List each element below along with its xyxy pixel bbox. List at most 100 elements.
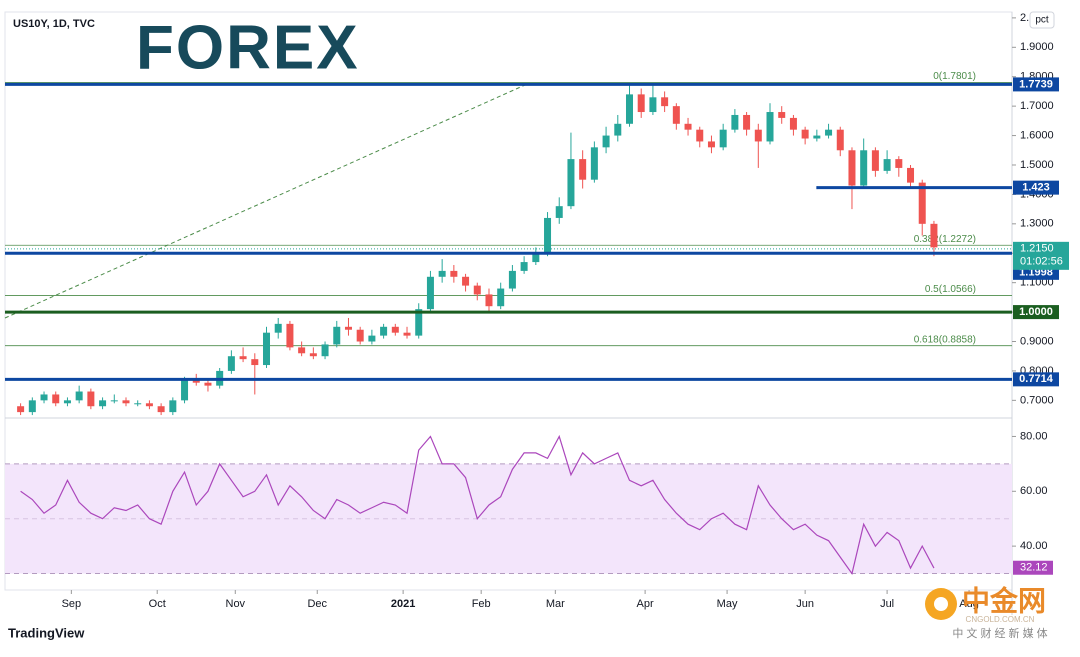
x-tick-label: Jul: [880, 598, 894, 610]
candle-body: [625, 94, 633, 124]
candle-body: [227, 356, 235, 371]
fib-label: 0.382(1.2272): [914, 234, 976, 245]
candle-body: [485, 294, 493, 307]
rsi-tick-label: 80.00: [1020, 430, 1048, 442]
candle-body: [871, 150, 879, 171]
rsi-tick-label: 60.00: [1020, 485, 1048, 497]
candle-body: [555, 206, 563, 218]
candle-body: [309, 353, 317, 357]
candle-body: [567, 159, 575, 207]
candle-body: [754, 129, 762, 142]
candle-body: [707, 141, 715, 148]
y-tick-label: 1.7000: [1020, 100, 1054, 112]
candle-body: [298, 347, 306, 354]
candle-body: [497, 288, 505, 307]
candle-body: [286, 323, 294, 348]
candle-body: [192, 379, 200, 383]
x-tick-label: Sep: [62, 598, 82, 610]
unit-button[interactable]: [1029, 11, 1055, 29]
candle-body: [415, 309, 423, 336]
y-tick-label: 0.7000: [1020, 394, 1054, 406]
y-tick-label: 1.9000: [1020, 41, 1054, 53]
logo: FOREX: [136, 13, 360, 82]
level-tag: [1013, 305, 1059, 320]
candle-body: [110, 400, 118, 402]
x-tick-label: Dec: [307, 598, 327, 610]
candle-body: [87, 391, 95, 407]
candle-body: [895, 159, 903, 168]
candle-body: [789, 117, 797, 130]
x-tick-label: Oct: [149, 598, 166, 610]
rsi-last-label: 32.12: [1020, 562, 1048, 574]
candle-body: [883, 159, 891, 171]
watermark: 中金网: [962, 584, 1046, 616]
x-tick-label: Aug: [959, 598, 979, 610]
candle-body: [368, 335, 376, 342]
candle-body: [403, 332, 411, 336]
candle-body: [75, 391, 83, 401]
candle-body: [239, 356, 247, 360]
candle-body: [321, 344, 329, 357]
candle-body: [426, 276, 434, 310]
level-tag: [1013, 180, 1059, 195]
watermark-icon-core: [934, 597, 948, 611]
candle-body: [813, 135, 821, 139]
candle-body: [438, 270, 446, 277]
x-tick-label: Jun: [796, 598, 814, 610]
candle-body: [684, 123, 692, 130]
watermark-tag: 中 文 财 经 新 媒 体: [952, 626, 1047, 640]
candle-body: [778, 112, 786, 118]
last-price-tag: [1013, 241, 1069, 270]
y-tick-label: 1.3000: [1020, 218, 1054, 230]
level-label: 1.7739: [1019, 78, 1053, 90]
candle-body: [63, 400, 71, 404]
candle-body: [169, 400, 177, 413]
candle-body: [263, 332, 271, 366]
candle-body: [181, 379, 189, 401]
level-label: 1.423: [1022, 182, 1050, 194]
candle-body: [672, 106, 680, 124]
level-tag: [1013, 372, 1059, 387]
x-tick-label: Mar: [546, 598, 565, 610]
candle-body: [122, 400, 130, 404]
candle-body: [801, 129, 809, 139]
y-tick-label: 1.6000: [1020, 129, 1054, 141]
candle-body: [356, 329, 364, 342]
candle-body: [462, 276, 470, 286]
candle-body: [637, 94, 645, 113]
countdown: 01:02:56: [1020, 256, 1063, 268]
x-tick-label: Feb: [472, 598, 491, 610]
candle-body: [590, 147, 598, 180]
candle-body: [731, 114, 739, 130]
fib-label: 0.5(1.0566): [925, 284, 976, 295]
candle-body: [602, 135, 610, 148]
candle-body: [649, 97, 657, 113]
candle-body: [766, 112, 774, 142]
candle-body: [40, 394, 48, 401]
candle-body: [473, 285, 481, 295]
candle-body: [344, 326, 352, 330]
candle-body: [661, 97, 669, 107]
candle-body: [860, 150, 868, 186]
candle-body: [450, 270, 458, 277]
unit-label[interactable]: pct: [1035, 15, 1049, 26]
candle-body: [907, 167, 915, 183]
candle-body: [836, 129, 844, 151]
x-tick-label: May: [717, 598, 738, 610]
series-layer: 0.70000.80000.90001.00001.10001.20001.30…: [5, 12, 1069, 610]
y-tick-label: 1.5000: [1020, 159, 1054, 171]
candle-body: [743, 114, 751, 130]
candle-body: [520, 262, 528, 271]
candle-body: [544, 217, 552, 254]
level-label: 0.7714: [1019, 373, 1054, 385]
candle-body: [930, 223, 938, 248]
fib-label: 0(1.7801): [933, 71, 976, 82]
candle-body: [508, 270, 516, 289]
candle-body: [848, 150, 856, 186]
candle-body: [532, 253, 540, 263]
x-tick-label: 2021: [391, 598, 415, 610]
y-tick-label: 0.9000: [1020, 335, 1054, 347]
level-tag: [1013, 77, 1059, 92]
candle-body: [99, 400, 107, 407]
